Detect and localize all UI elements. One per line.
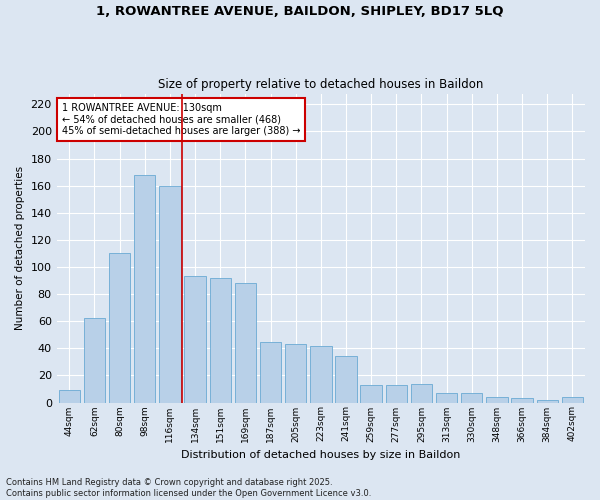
Bar	[386, 385, 407, 402]
Bar	[184, 276, 206, 402]
Bar	[335, 356, 356, 403]
Bar	[59, 390, 80, 402]
Bar	[361, 385, 382, 402]
Bar	[209, 278, 231, 402]
Bar	[260, 342, 281, 402]
Bar	[461, 393, 482, 402]
Bar	[109, 254, 130, 402]
Text: Contains HM Land Registry data © Crown copyright and database right 2025.
Contai: Contains HM Land Registry data © Crown c…	[6, 478, 371, 498]
Text: 1 ROWANTREE AVENUE: 130sqm
← 54% of detached houses are smaller (468)
45% of sem: 1 ROWANTREE AVENUE: 130sqm ← 54% of deta…	[62, 103, 301, 136]
Bar	[134, 175, 155, 402]
Bar	[84, 318, 105, 402]
Bar	[235, 284, 256, 403]
Bar	[562, 397, 583, 402]
Bar	[310, 346, 332, 403]
Text: 1, ROWANTREE AVENUE, BAILDON, SHIPLEY, BD17 5LQ: 1, ROWANTREE AVENUE, BAILDON, SHIPLEY, B…	[96, 5, 504, 18]
Bar	[285, 344, 307, 403]
Title: Size of property relative to detached houses in Baildon: Size of property relative to detached ho…	[158, 78, 484, 91]
Bar	[511, 398, 533, 402]
Bar	[159, 186, 181, 402]
Bar	[536, 400, 558, 402]
X-axis label: Distribution of detached houses by size in Baildon: Distribution of detached houses by size …	[181, 450, 461, 460]
Bar	[411, 384, 432, 402]
Y-axis label: Number of detached properties: Number of detached properties	[15, 166, 25, 330]
Bar	[436, 393, 457, 402]
Bar	[486, 397, 508, 402]
